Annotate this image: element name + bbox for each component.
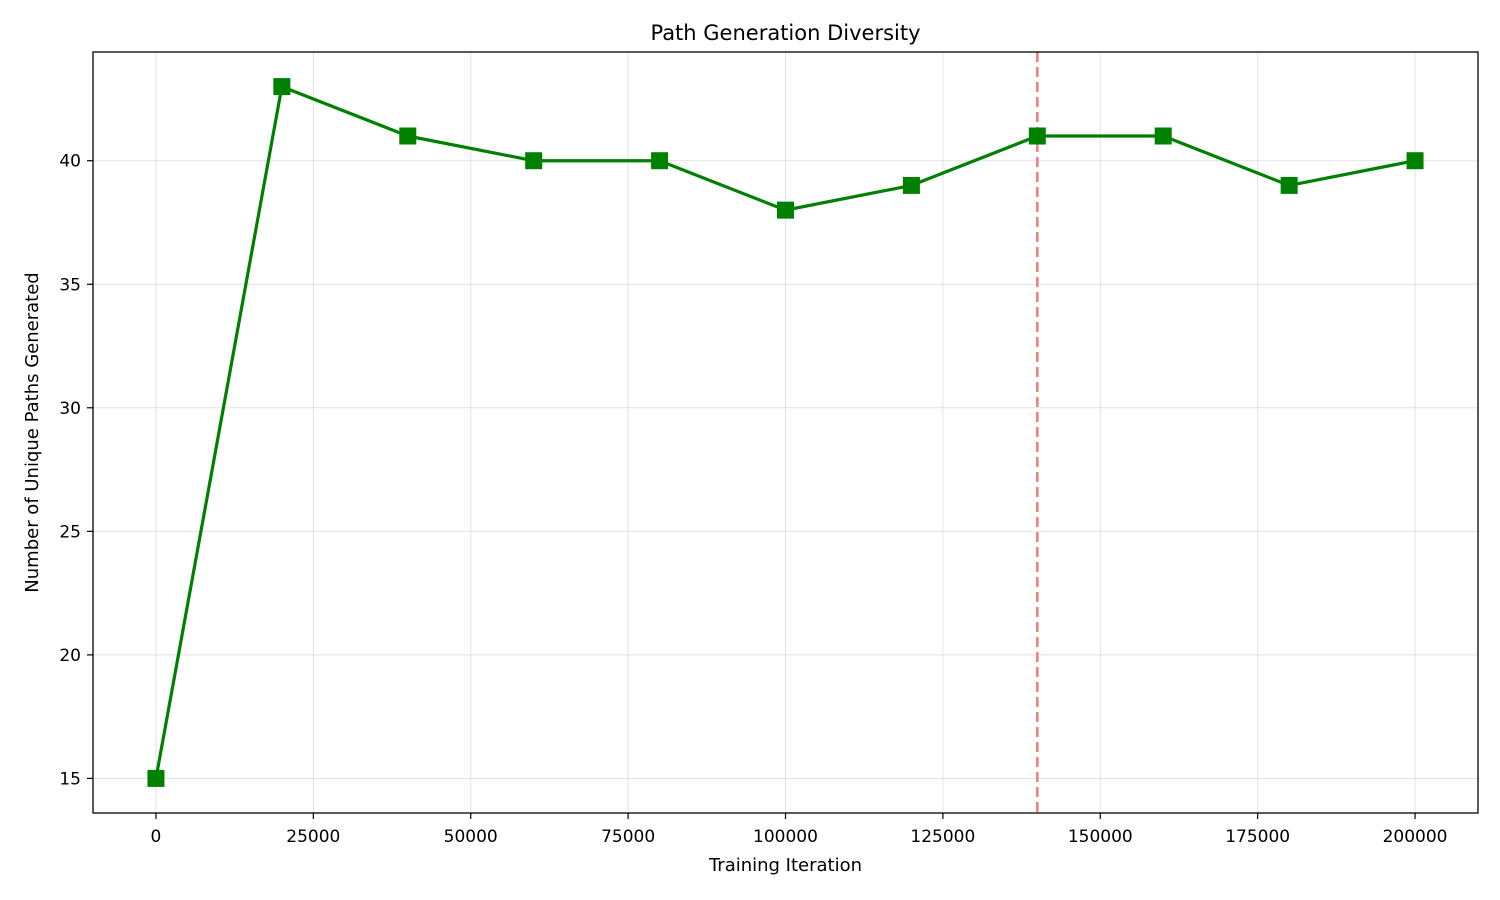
y-tick-label: 15 — [59, 769, 81, 789]
chart-title: Path Generation Diversity — [650, 21, 920, 45]
y-tick-label: 30 — [59, 399, 81, 419]
x-axis-ticks: 0 25000 50000 75000 100000 125000 150000 175000… — [151, 813, 1448, 847]
x-tick-label: 25000 — [286, 827, 340, 847]
data-point-marker — [399, 127, 417, 145]
data-point-marker — [777, 201, 794, 219]
y-axis-ticks: 15 20 25 30 35 40 — [59, 152, 93, 789]
data-point-marker — [651, 152, 669, 170]
data-point-marker — [273, 78, 291, 96]
data-point-marker — [1280, 176, 1298, 194]
x-tick-label: 150000 — [1068, 827, 1133, 847]
y-tick-label: 25 — [59, 522, 81, 542]
x-tick-label: 200000 — [1383, 827, 1448, 847]
x-tick-label: 100000 — [753, 827, 818, 847]
x-tick-label: 0 — [151, 827, 162, 847]
data-point-marker — [902, 176, 920, 194]
y-tick-label: 35 — [59, 275, 81, 295]
x-tick-label: 175000 — [1225, 827, 1290, 847]
x-tick-label: 125000 — [910, 827, 975, 847]
x-tick-label: 50000 — [444, 827, 498, 847]
data-point-marker — [1028, 127, 1046, 145]
y-axis-label: Number of Unique Paths Generated — [22, 272, 43, 592]
grid — [93, 52, 1478, 813]
data-point-marker — [525, 152, 543, 170]
x-tick-label: 75000 — [601, 827, 655, 847]
series-group — [147, 78, 1424, 787]
data-point-marker — [1406, 152, 1424, 170]
data-point-marker — [147, 769, 165, 787]
y-tick-label: 20 — [59, 646, 81, 666]
x-axis-label: Training Iteration — [708, 855, 862, 876]
y-tick-label: 40 — [59, 152, 81, 172]
data-point-marker — [1154, 127, 1172, 145]
